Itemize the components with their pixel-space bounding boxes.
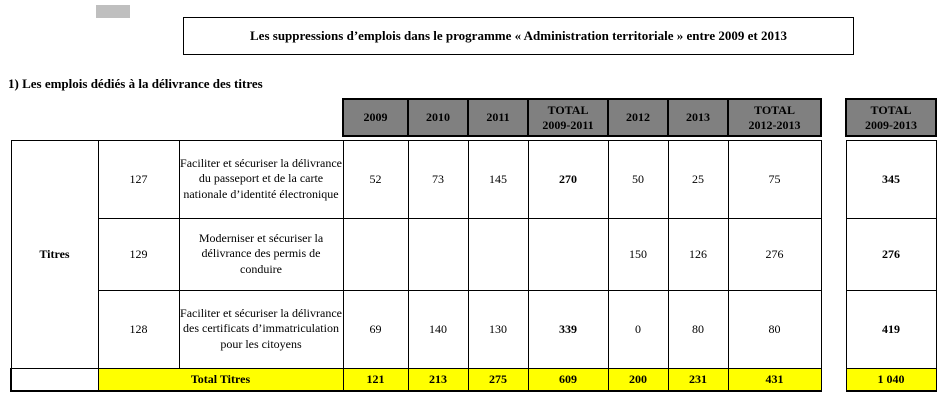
total-value-cell: 431: [727, 367, 822, 392]
table-row: 276: [845, 217, 937, 291]
value-cell: [467, 217, 529, 291]
value-cell: 126: [667, 217, 729, 291]
total-value-cell: 213: [407, 367, 469, 392]
value-cell: [407, 217, 469, 291]
total-value-cell: 231: [667, 367, 729, 392]
code-cell: 127: [97, 139, 180, 219]
col-header-total-2009-2013: TOTAL 2009-2013: [845, 98, 937, 137]
col-header-2013: 2013: [667, 98, 730, 137]
subtotal-cell: 276: [727, 217, 822, 291]
total-value-cell: 609: [527, 367, 609, 392]
value-cell: 25: [667, 139, 729, 219]
subtotal-cell: 270: [527, 139, 609, 219]
subtotal-cell: 80: [727, 289, 822, 369]
grand-total-header-row: TOTAL 2009-2013: [845, 98, 937, 137]
value-cell: 73: [407, 139, 469, 219]
code-cell: 129: [97, 217, 180, 291]
description-cell: Faciliter et sécuriser la délivrance des…: [178, 289, 344, 369]
col-header-2012: 2012: [607, 98, 670, 137]
value-cell: 130: [467, 289, 529, 369]
total-row: 1 040: [845, 367, 937, 392]
total-row: Total Titres 121 213 275 609 200 231 431: [10, 367, 822, 392]
section-heading: 1) Les emplois dédiés à la délivrance de…: [8, 76, 263, 91]
value-cell: 0: [607, 289, 669, 369]
total-value-cell: 121: [342, 367, 409, 392]
total-value-cell: 275: [467, 367, 529, 392]
col-header-2011: 2011: [467, 98, 530, 137]
grand-total-sum-cell: 1 040: [845, 367, 937, 392]
subtotal-cell: [527, 217, 609, 291]
table-header-row: 2009 2010 2011 TOTAL 2009-2011 2012 2013…: [11, 98, 823, 137]
table-row: 419: [845, 289, 937, 369]
col-header-2010: 2010: [407, 98, 470, 137]
value-cell: 52: [342, 139, 409, 219]
subtotal-cell: 75: [727, 139, 822, 219]
document-title: Les suppressions d’emplois dans le progr…: [250, 28, 787, 43]
main-table: 2009 2010 2011 TOTAL 2009-2011 2012 2013…: [10, 98, 823, 392]
value-cell: 150: [607, 217, 669, 291]
table-row: 345: [845, 139, 937, 219]
value-cell: 69: [342, 289, 409, 369]
subtotal-cell: 339: [527, 289, 609, 369]
col-header-total-2012-2013: TOTAL 2012-2013: [727, 98, 823, 137]
grand-total-cell: 419: [845, 289, 937, 369]
grand-total-column: TOTAL 2009-2013 345 276 419 1 040: [845, 98, 937, 392]
empty-cell: [10, 367, 99, 392]
col-header-total-2009-2011: TOTAL 2009-2011: [527, 98, 610, 137]
table-row: Titres 127 Faciliter et sécuriser la dél…: [10, 139, 822, 369]
grand-total-cell: 276: [845, 217, 937, 291]
table-row: 129 Moderniser et sécuriser la délivranc…: [11, 217, 822, 291]
table-row: 128 Faciliter et sécuriser la délivrance…: [11, 289, 822, 369]
value-cell: 80: [667, 289, 729, 369]
total-row-label: Total Titres: [97, 367, 344, 392]
code-cell: 128: [97, 289, 180, 369]
document-title-box: Les suppressions d’emplois dans le progr…: [183, 17, 854, 55]
description-cell: Moderniser et sécuriser la délivrance de…: [178, 217, 344, 291]
col-header-2009: 2009: [342, 98, 410, 137]
description-cell: Faciliter et sécuriser la délivrance du …: [178, 139, 344, 219]
header-blank-area: [11, 99, 343, 136]
scan-artifact: [96, 5, 130, 18]
total-value-cell: 200: [607, 367, 669, 392]
row-group-label: Titres: [10, 139, 99, 369]
value-cell: [342, 217, 409, 291]
value-cell: 145: [467, 139, 529, 219]
grand-total-cell: 345: [845, 139, 937, 219]
value-cell: 50: [607, 139, 669, 219]
value-cell: 140: [407, 289, 469, 369]
